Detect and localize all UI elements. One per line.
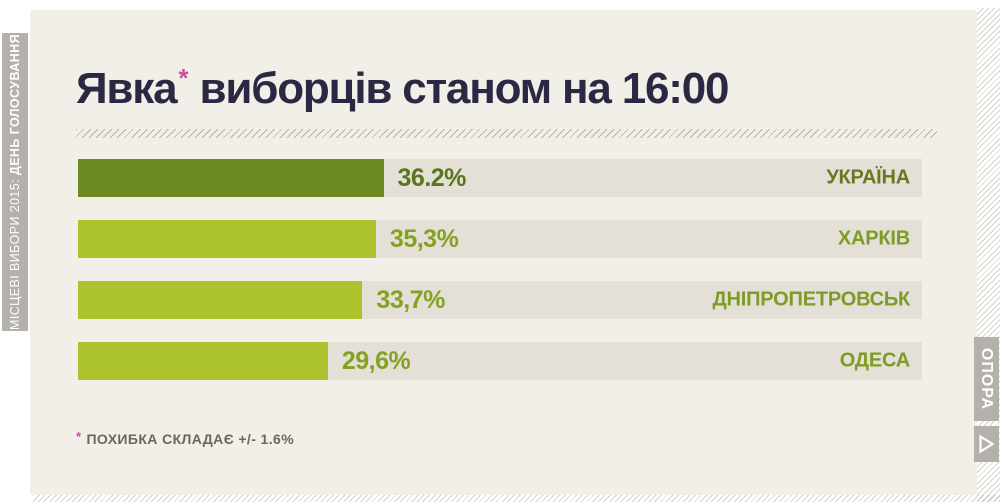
opora-logo-mark xyxy=(974,426,999,462)
sidebar-label-regular: МІСЦЕВІ ВИБОРИ 2015: xyxy=(8,175,22,330)
title-text-rest: виборців станом на 16:00 xyxy=(188,64,730,113)
title-asterisk: * xyxy=(178,63,189,93)
bar-track: 35,3% ХАРКІВ xyxy=(78,220,922,258)
card: Явка* виборців станом на 16:00 36.2% УКР… xyxy=(30,10,977,495)
hatched-divider xyxy=(76,129,937,138)
bar-category-label: ХАРКІВ xyxy=(837,227,910,250)
opora-logo: ОПОРА xyxy=(974,337,999,421)
hatch-border-bottom xyxy=(33,495,1000,502)
bar-fill xyxy=(78,342,328,380)
bar-category-label: ОДЕСА xyxy=(839,349,910,372)
footnote: * ПОХИБКА СКЛАДАЄ +/- 1.6% xyxy=(76,429,295,447)
bar-value-label: 35,3% xyxy=(389,224,459,253)
bar-fill xyxy=(78,281,363,319)
title-text: Явка xyxy=(76,64,178,113)
sidebar-label-bold: ДЕНЬ ГОЛОСУВАННЯ xyxy=(8,34,22,176)
bar-track: 29,6% ОДЕСА xyxy=(78,342,922,380)
opora-logo-text: ОПОРА xyxy=(978,347,996,411)
footnote-text: ПОХИБКА СКЛАДАЄ +/- 1.6% xyxy=(86,431,295,447)
play-triangle-icon xyxy=(979,434,995,454)
bar-value-label: 36.2% xyxy=(397,163,467,192)
bar-fill xyxy=(78,159,384,197)
bar-fill xyxy=(78,220,376,258)
bar-track: 33,7% ДНІПРОПЕТРОВСЬК xyxy=(78,281,922,319)
sidebar-label: МІСЦЕВІ ВИБОРИ 2015: ДЕНЬ ГОЛОСУВАННЯ xyxy=(8,34,22,330)
bar-category-label: УКРАЇНА xyxy=(826,166,910,189)
bar-category-label: ДНІПРОПЕТРОВСЬК xyxy=(712,288,910,311)
footnote-asterisk: * xyxy=(76,429,82,444)
sidebar-banner: МІСЦЕВІ ВИБОРИ 2015: ДЕНЬ ГОЛОСУВАННЯ xyxy=(2,33,28,331)
bar-row: 29,6% ОДЕСА xyxy=(78,342,922,380)
bar-row: 35,3% ХАРКІВ xyxy=(78,220,922,258)
bar-value-label: 29,6% xyxy=(341,346,411,375)
bar-track: 36.2% УКРАЇНА xyxy=(78,159,922,197)
bar-row: 33,7% ДНІПРОПЕТРОВСЬК xyxy=(78,281,922,319)
page-title: Явка* виборців станом на 16:00 xyxy=(76,63,730,115)
bar-row: 36.2% УКРАЇНА xyxy=(78,159,922,197)
bar-value-label: 33,7% xyxy=(376,285,445,314)
